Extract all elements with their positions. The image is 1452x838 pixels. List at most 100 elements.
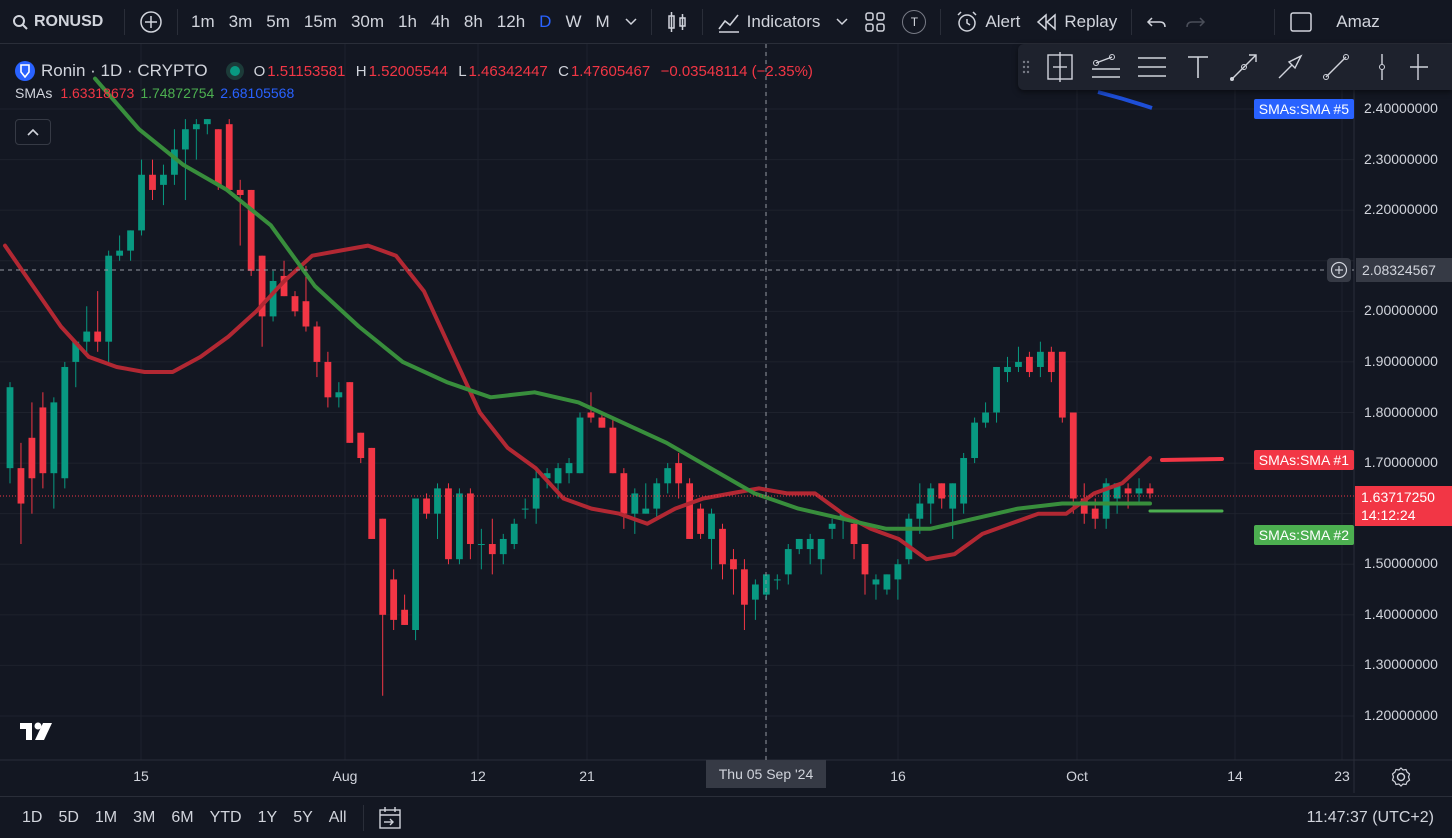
candle-body — [510, 523, 518, 545]
candle-body — [883, 574, 891, 590]
arrow-line-tool-icon[interactable] — [1224, 47, 1264, 87]
interval-5m[interactable]: 5m — [266, 11, 290, 31]
close-value: 1.47605467 — [570, 62, 651, 80]
compare-add-button[interactable] — [131, 10, 171, 34]
arrow-tool-icon[interactable] — [1270, 47, 1310, 87]
interval-1m[interactable]: 1m — [191, 11, 215, 31]
templates-button[interactable]: T — [894, 9, 934, 34]
symbol-name[interactable]: Ronin · 1D · CRYPTO — [41, 61, 208, 80]
candle-body — [324, 361, 332, 398]
chart-legend: Ronin · 1D · CRYPTO O 1.51153581 H 1.52005… — [15, 60, 815, 104]
last-price-label: 1.63717250 14:12:24 — [1355, 486, 1452, 526]
candle-body — [993, 366, 1000, 413]
range-1d[interactable]: 1D — [22, 808, 43, 826]
tradingview-logo[interactable] — [18, 720, 56, 747]
candle-body — [828, 523, 836, 529]
sma5-line — [1097, 90, 1153, 110]
sma2-series-tag: SMAs:SMA #2 — [1253, 525, 1354, 545]
price-tick-label: 2.00000000 — [1364, 302, 1438, 319]
candle-body — [916, 503, 924, 519]
fullscreen-button[interactable] — [1281, 11, 1321, 33]
candle-body — [795, 538, 803, 550]
chart-type-button[interactable] — [658, 10, 696, 34]
vertical-line-tool-icon[interactable] — [1362, 47, 1402, 87]
candle-body — [576, 417, 584, 474]
range-5y[interactable]: 5Y — [293, 808, 313, 826]
range-3m[interactable]: 3M — [133, 808, 156, 826]
chevron-up-icon — [27, 128, 39, 136]
range-5d[interactable]: 5D — [58, 808, 79, 826]
add-price-line-button[interactable] — [1327, 258, 1351, 282]
text-tool-icon[interactable] — [1178, 47, 1218, 87]
drag-handle-icon[interactable] — [1018, 47, 1034, 87]
candle-body — [247, 189, 255, 271]
cross-line-tool-icon[interactable] — [1408, 47, 1428, 87]
trendline-fib-tool-icon[interactable] — [1086, 47, 1126, 87]
bar-countdown: 14:12:24 — [1361, 507, 1416, 523]
interval-4h[interactable]: 4h — [430, 11, 450, 31]
interval-m[interactable]: M — [595, 11, 610, 31]
interval-8h[interactable]: 8h — [463, 11, 483, 31]
candle-body — [741, 569, 748, 605]
range-all[interactable]: All — [328, 808, 347, 826]
symbol-search[interactable]: RONUSD — [0, 13, 118, 31]
smas-label[interactable]: SMAs — [15, 85, 53, 101]
price-chart[interactable] — [0, 44, 1452, 793]
candle-body — [631, 493, 639, 514]
price-tick-label: 1.20000000 — [1364, 707, 1438, 723]
candle-body — [1113, 483, 1121, 499]
price-tick-label: 1.80000000 — [1364, 403, 1438, 420]
redo-button[interactable] — [1176, 14, 1214, 30]
candle-body — [94, 331, 102, 342]
indicators-dropdown[interactable] — [828, 17, 856, 26]
candle-body — [664, 468, 672, 484]
undo-button[interactable] — [1138, 14, 1176, 30]
interval-3m[interactable]: 3m — [228, 11, 253, 31]
sma-legend-row: SMAs 1.63318673 1.74872754 2.68105568 — [15, 82, 815, 104]
crosshair-tool-icon[interactable] — [1040, 47, 1080, 87]
divider — [124, 8, 125, 35]
interval-dropdown[interactable] — [617, 17, 645, 26]
range-1y[interactable]: 1Y — [257, 808, 278, 826]
candle-body — [6, 387, 14, 469]
range-ytd[interactable]: YTD — [209, 808, 242, 826]
chart-settings-button[interactable] — [1390, 766, 1412, 793]
account-name[interactable]: Amaz — [1336, 11, 1380, 31]
range-6m[interactable]: 6M — [171, 808, 194, 826]
interval-1h[interactable]: 1h — [398, 11, 417, 31]
interval-30m[interactable]: 30m — [350, 11, 385, 31]
interval-w[interactable]: W — [565, 11, 582, 31]
candle-body — [127, 230, 134, 251]
legend-collapse-button[interactable] — [15, 119, 51, 145]
candle-body — [192, 124, 200, 130]
interval-group: 1m 3m 5m 15m 30m 1h 4h 8h 12h D W M — [184, 12, 617, 32]
interval-15m[interactable]: 15m — [303, 11, 337, 31]
go-to-date-button[interactable] — [370, 806, 410, 830]
interval-d[interactable]: D — [539, 11, 552, 31]
line-segment-tool-icon[interactable] — [1316, 47, 1356, 87]
horizontal-lines-tool-icon[interactable] — [1132, 47, 1172, 87]
candle-body — [784, 549, 792, 575]
candle-body — [872, 579, 880, 585]
divider — [701, 8, 703, 35]
candle-body — [675, 463, 683, 484]
candle-body — [839, 513, 847, 519]
range-1m[interactable]: 1M — [94, 808, 118, 826]
candle-body — [160, 174, 167, 185]
candle-body — [686, 483, 694, 539]
candle-body — [335, 392, 343, 398]
ronin-logo — [15, 61, 35, 81]
replay-button[interactable]: Replay — [1028, 12, 1125, 32]
layouts-button[interactable] — [856, 11, 894, 33]
replay-label: Replay — [1064, 11, 1118, 31]
price-tick-label: 2.40000000 — [1364, 100, 1438, 116]
clock-timezone[interactable]: 11:47:37 (UTC+2) — [1306, 808, 1434, 826]
crosshair-date-label: Thu 05 Sep '24 — [706, 760, 826, 788]
time-tick-label: 15 — [133, 768, 149, 784]
interval-12h[interactable]: 12h — [496, 11, 526, 31]
sma1-projection — [1160, 457, 1224, 462]
indicators-button[interactable]: Indicators — [709, 11, 829, 33]
ohlc-values: O 1.51153581 H 1.52005544 L 1.46342447 C 1.4… — [254, 63, 815, 80]
candle-body — [149, 174, 156, 190]
alert-button[interactable]: Alert — [947, 10, 1028, 34]
